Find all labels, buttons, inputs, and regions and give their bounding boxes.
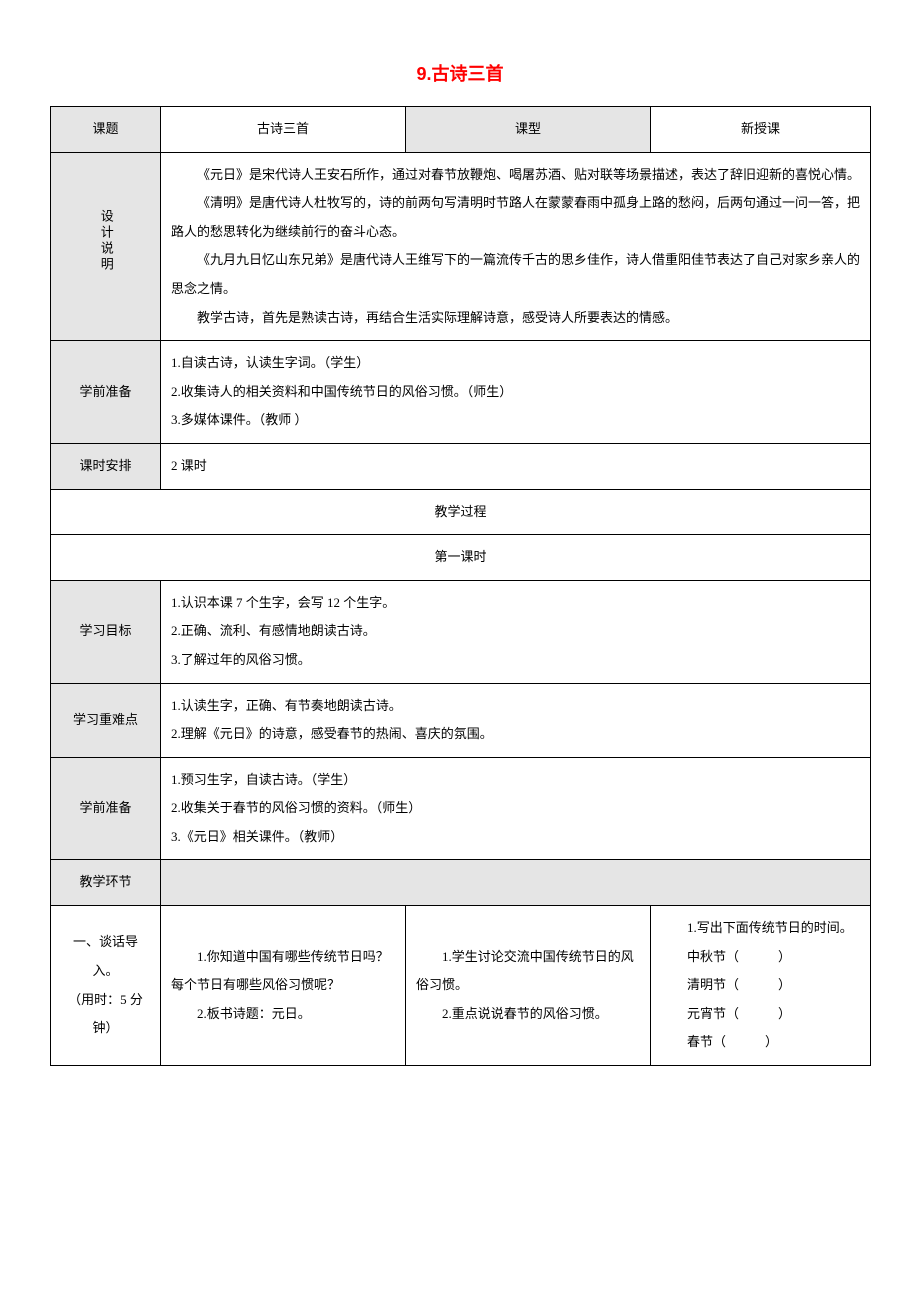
seg1-col2-l2: 2.板书诗题：元日。 [171, 1000, 395, 1029]
table-row: 学前准备 1.自读古诗，认读生字词。（学生） 2.收集诗人的相关资料和中国传统节… [51, 341, 871, 444]
prep2-content: 1.预习生字，自读古诗。（学生） 2.收集关于春节的风俗习惯的资料。（师生） 3… [161, 757, 871, 860]
segment-empty [161, 860, 871, 906]
type-value: 新授课 [651, 107, 871, 153]
goals-content: 1.认识本课 7 个生字，会写 12 个生字。 2.正确、流利、有感情地朗读古诗… [161, 580, 871, 683]
goals-l2: 2.正确、流利、有感情地朗读古诗。 [171, 617, 860, 646]
segment-label: 教学环节 [51, 860, 161, 906]
schedule-label: 课时安排 [51, 443, 161, 489]
prep1-l2: 2.收集诗人的相关资料和中国传统节日的风俗习惯。（师生） [171, 378, 860, 407]
seg1-col4-l1: 中秋节（ ） [661, 943, 860, 972]
document-title: 9.古诗三首 [50, 60, 870, 86]
seg1-col3-l2: 2.重点说说春节的风俗习惯。 [416, 1000, 640, 1029]
table-row: 学习目标 1.认识本课 7 个生字，会写 12 个生字。 2.正确、流利、有感情… [51, 580, 871, 683]
seg1-col4: 1.写出下面传统节日的时间。 中秋节（ ） 清明节（ ） 元宵节（ ） 春节（ … [651, 906, 871, 1066]
goals-l3: 3.了解过年的风俗习惯。 [171, 646, 860, 675]
lesson-plan-table: 课题 古诗三首 课型 新授课 设计说明 《元日》是宋代诗人王安石所作，通过对春节… [50, 106, 871, 1066]
seg1-time: （用时：5 分钟） [68, 992, 143, 1036]
seg1-col4-l4: 春节（ ） [661, 1028, 860, 1057]
seg1-col2-l1: 1.你知道中国有哪些传统节日吗？每个节日有哪些风俗习惯呢？ [171, 943, 395, 1000]
prep2-label: 学前准备 [51, 757, 161, 860]
table-row: 第一课时 [51, 535, 871, 581]
prep2-l2: 2.收集关于春节的风俗习惯的资料。（师生） [171, 794, 860, 823]
keypoints-l1: 1.认读生字，正确、有节奏地朗读古诗。 [171, 692, 860, 721]
topic-label: 课题 [51, 107, 161, 153]
table-row: 学前准备 1.预习生字，自读古诗。（学生） 2.收集关于春节的风俗习惯的资料。（… [51, 757, 871, 860]
prep1-label: 学前准备 [51, 341, 161, 444]
design-p2: 《清明》是唐代诗人杜牧写的，诗的前两句写清明时节路人在蒙蒙春雨中孤身上路的愁闷，… [171, 189, 860, 246]
table-row: 教学过程 [51, 489, 871, 535]
seg1-col2: 1.你知道中国有哪些传统节日吗？每个节日有哪些风俗习惯呢？ 2.板书诗题：元日。 [161, 906, 406, 1066]
table-row: 课时安排 2 课时 [51, 443, 871, 489]
type-label: 课型 [406, 107, 651, 153]
keypoints-label: 学习重难点 [51, 683, 161, 757]
seg1-col3: 1.学生讨论交流中国传统节日的风俗习惯。 2.重点说说春节的风俗习惯。 [406, 906, 651, 1066]
design-label: 设计说明 [51, 152, 161, 341]
table-row: 课题 古诗三首 课型 新授课 [51, 107, 871, 153]
prep1-l3: 3.多媒体课件。（教师 ） [171, 406, 860, 435]
keypoints-content: 1.认读生字，正确、有节奏地朗读古诗。 2.理解《元日》的诗意，感受春节的热闹、… [161, 683, 871, 757]
table-row: 教学环节 [51, 860, 871, 906]
design-p4: 教学古诗，首先是熟读古诗，再结合生活实际理解诗意，感受诗人所要表达的情感。 [171, 304, 860, 333]
seg1-title: 一、谈话导入。 [73, 934, 138, 978]
prep1-l1: 1.自读古诗，认读生字词。（学生） [171, 349, 860, 378]
table-row: 学习重难点 1.认读生字，正确、有节奏地朗读古诗。 2.理解《元日》的诗意，感受… [51, 683, 871, 757]
design-p3: 《九月九日忆山东兄弟》是唐代诗人王维写下的一篇流传千古的思乡佳作，诗人借重阳佳节… [171, 246, 860, 303]
design-label-text: 设计说明 [91, 209, 120, 273]
schedule-value: 2 课时 [161, 443, 871, 489]
prep2-l1: 1.预习生字，自读古诗。（学生） [171, 766, 860, 795]
prep1-content: 1.自读古诗，认读生字词。（学生） 2.收集诗人的相关资料和中国传统节日的风俗习… [161, 341, 871, 444]
topic-value: 古诗三首 [161, 107, 406, 153]
goals-l1: 1.认识本课 7 个生字，会写 12 个生字。 [171, 589, 860, 618]
keypoints-l2: 2.理解《元日》的诗意，感受春节的热闹、喜庆的氛围。 [171, 720, 860, 749]
design-content: 《元日》是宋代诗人王安石所作，通过对春节放鞭炮、喝屠苏酒、贴对联等场景描述，表达… [161, 152, 871, 341]
seg1-left: 一、谈话导入。 （用时：5 分钟） [51, 906, 161, 1066]
goals-label: 学习目标 [51, 580, 161, 683]
seg1-col4-l3: 元宵节（ ） [661, 1000, 860, 1029]
design-p1: 《元日》是宋代诗人王安石所作，通过对春节放鞭炮、喝屠苏酒、贴对联等场景描述，表达… [171, 161, 860, 190]
prep2-l3: 3.《元日》相关课件。（教师） [171, 823, 860, 852]
seg1-col4-title: 1.写出下面传统节日的时间。 [661, 914, 860, 943]
table-row: 设计说明 《元日》是宋代诗人王安石所作，通过对春节放鞭炮、喝屠苏酒、贴对联等场景… [51, 152, 871, 341]
lesson1-label: 第一课时 [51, 535, 871, 581]
process-label: 教学过程 [51, 489, 871, 535]
seg1-col3-l1: 1.学生讨论交流中国传统节日的风俗习惯。 [416, 943, 640, 1000]
seg1-col4-l2: 清明节（ ） [661, 971, 860, 1000]
table-row: 一、谈话导入。 （用时：5 分钟） 1.你知道中国有哪些传统节日吗？每个节日有哪… [51, 906, 871, 1066]
